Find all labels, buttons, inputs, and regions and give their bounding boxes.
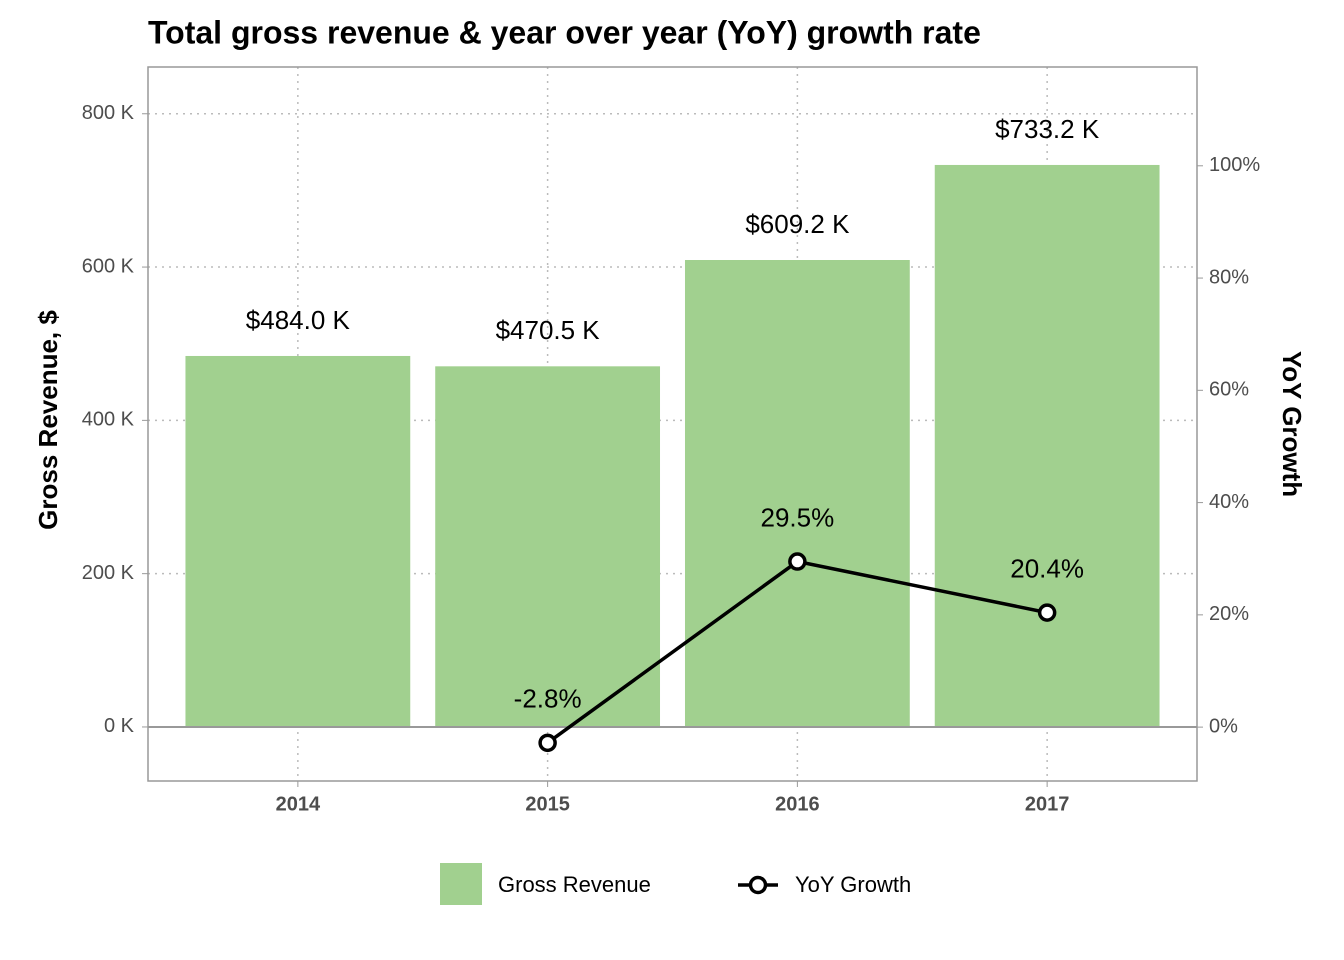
bar (185, 355, 411, 727)
bar-value-label: $470.5 K (496, 315, 601, 345)
y2-axis-label: YoY Growth (1277, 351, 1307, 497)
y2-tick-label: 60% (1209, 379, 1249, 401)
legend-label: YoY Growth (795, 872, 911, 897)
plot-border (147, 66, 1198, 782)
line-point (1037, 603, 1057, 622)
line-value-label: 29.5% (761, 502, 835, 532)
x-tick-label: 2015 (525, 793, 570, 815)
y2-tick-label: 0% (1209, 715, 1238, 737)
bar (684, 260, 910, 727)
x-tick-label: 2017 (1025, 793, 1070, 815)
legend-label: Gross Revenue (498, 872, 651, 897)
y2-tick-label: 80% (1209, 266, 1249, 288)
y-tick-label: 400 K (82, 409, 135, 431)
chart-title: Total gross revenue & year over year (Yo… (148, 14, 981, 50)
y-tick-label: 0 K (104, 715, 135, 737)
y-tick-label: 200 K (82, 562, 135, 584)
y-tick-label: 800 K (82, 102, 135, 124)
bar (435, 366, 661, 727)
line-value-label: 20.4% (1010, 553, 1084, 583)
y-axis-label: Gross Revenue, $ (33, 310, 63, 530)
y2-tick-label: 20% (1209, 603, 1249, 625)
bar-value-label: $484.0 K (246, 305, 351, 335)
y-tick-label: 600 K (82, 255, 135, 277)
bar (934, 164, 1160, 727)
bar-value-label: $609.2 K (745, 209, 850, 239)
line-value-label: -2.8% (514, 684, 582, 714)
y2-tick-label: 100% (1209, 154, 1260, 176)
bar-value-label: $733.2 K (995, 114, 1100, 144)
x-tick-label: 2014 (276, 793, 321, 815)
line-point (788, 552, 807, 571)
x-tick-label: 2016 (775, 793, 820, 815)
legend-swatch-point (748, 875, 768, 895)
legend-swatch (440, 863, 482, 905)
line-point (538, 733, 557, 753)
y2-tick-label: 40% (1209, 491, 1249, 513)
